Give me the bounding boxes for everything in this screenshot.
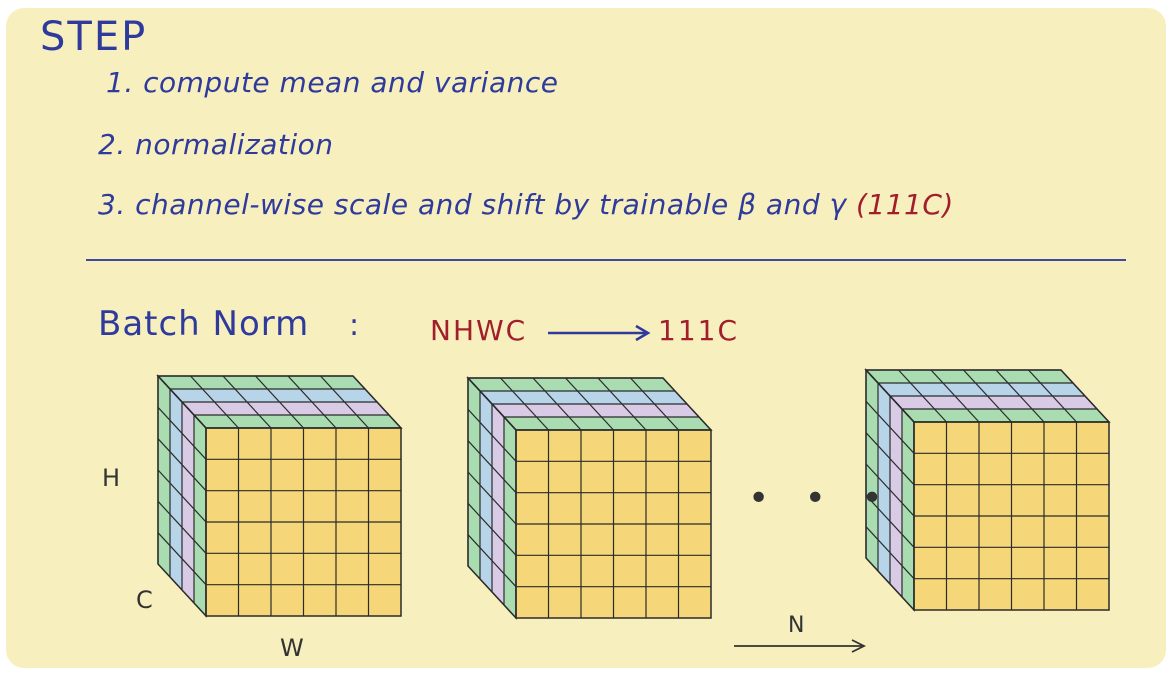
n-axis-arrow-icon	[734, 639, 867, 653]
ellipsis: • • •	[748, 478, 895, 519]
step-2: 2. normalization	[98, 128, 334, 161]
step-3-text: channel-wise scale and shift by trainabl…	[135, 188, 847, 221]
dim-label-h: H	[102, 464, 121, 492]
dim-label-n: N	[788, 613, 805, 638]
step-2-number: 2.	[98, 128, 126, 161]
shape-from: NHWC	[430, 314, 528, 347]
batch-norm-label: Batch Norm	[98, 304, 310, 344]
step-3: 3. channel-wise scale and shift by train…	[98, 188, 954, 221]
heading: STEP	[40, 14, 148, 60]
dim-label-c: C	[136, 586, 153, 614]
shape-to: 111C	[658, 314, 739, 347]
dim-label-w: W	[280, 634, 304, 662]
step-1-number: 1.	[106, 66, 134, 99]
tensor-cubes-diagram	[156, 368, 1111, 620]
transform-arrow-icon	[548, 324, 651, 342]
step-1: 1. compute mean and variance	[106, 66, 558, 99]
batch-norm-colon: :	[349, 308, 360, 343]
step-1-text: compute mean and variance	[143, 66, 559, 99]
step-3-suffix: (111C)	[855, 188, 954, 221]
note-card: STEP 1. compute mean and variance 2. nor…	[6, 8, 1166, 668]
step-3-number: 3.	[98, 188, 126, 221]
step-2-text: normalization	[135, 128, 334, 161]
divider	[86, 259, 1126, 261]
